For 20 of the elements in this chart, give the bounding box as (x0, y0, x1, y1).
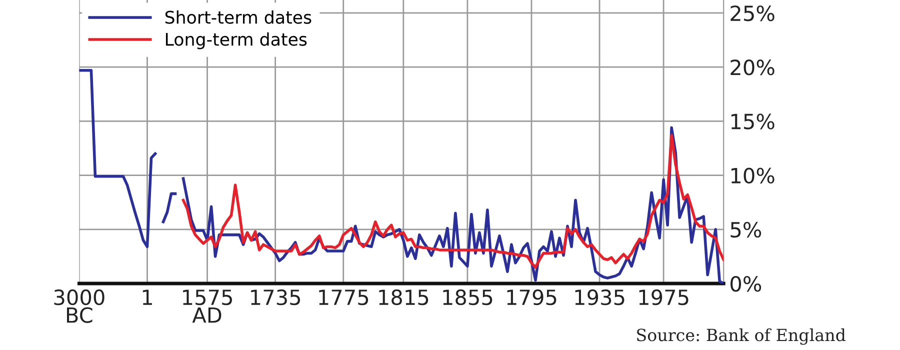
y-tick-label: 15% (731, 114, 774, 130)
x-tick-label: 1735 (251, 289, 300, 306)
x-tick-label: 1975 (639, 289, 688, 306)
x-tick-label: 1855 (443, 289, 492, 306)
x-tick-label: 1795 (507, 289, 556, 306)
x-tick-label: 1 (142, 290, 152, 305)
y-tick-label: 5% (730, 222, 762, 238)
x-tick-label: 3000 BC (54, 289, 104, 323)
legend-label: Short-term dates (165, 10, 312, 24)
x-tick-label: 1815 (379, 289, 428, 306)
x-tick-label: 1575 AD (183, 290, 232, 323)
legend-label: Long-term dates (166, 32, 307, 50)
line-series (182, 134, 724, 269)
x-tick-label: 1775 (319, 290, 368, 306)
y-tick-label: 10% (731, 168, 774, 184)
source-note: Source: Bank of England (637, 328, 846, 345)
y-tick-label: 20% (730, 60, 774, 76)
x-tick-label: 1935 (575, 289, 624, 306)
y-tick-label: 25% (730, 5, 774, 22)
y-tick-label: 0% (730, 276, 762, 292)
